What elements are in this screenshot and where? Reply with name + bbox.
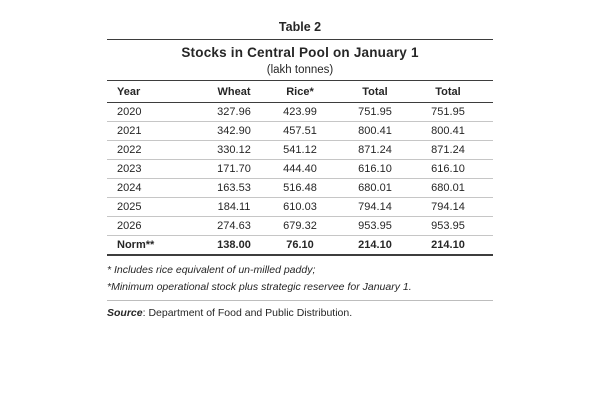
total2-cell: 680.01 xyxy=(417,178,479,198)
table-row: 2023 171.70 444.40 616.10 616.10 xyxy=(107,159,493,179)
col-header-total2: Total xyxy=(417,80,479,103)
col-header-total1: Total xyxy=(333,80,417,103)
table-row: 2024 163.53 516.48 680.01 680.01 xyxy=(107,178,493,198)
wheat-cell: 171.70 xyxy=(201,159,267,179)
spacer-cell xyxy=(479,140,493,160)
wheat-cell: 163.53 xyxy=(201,178,267,198)
col-header-rice: Rice* xyxy=(267,80,333,103)
table-title: Stocks in Central Pool on January 1 xyxy=(181,45,419,60)
source-text: : Department of Food and Public Distribu… xyxy=(142,307,353,319)
table-row: 2022 330.12 541.12 871.24 871.24 xyxy=(107,140,493,160)
total2-cell: 871.24 xyxy=(417,140,479,160)
table-row: 2025 184.11 610.03 794.14 794.14 xyxy=(107,197,493,217)
table-number-label: Table 2 xyxy=(278,20,322,34)
norm-total2-cell: 214.10 xyxy=(417,235,479,256)
source-line: Source: Department of Food and Public Di… xyxy=(107,307,493,320)
total2-cell: 800.41 xyxy=(417,121,479,141)
total2-cell: 616.10 xyxy=(417,159,479,179)
stocks-table: Year Wheat Rice* Total Total 2020 327.96… xyxy=(107,80,493,256)
col-header-wheat: Wheat xyxy=(201,80,267,103)
spacer-cell xyxy=(479,102,493,122)
spacer-cell xyxy=(479,159,493,179)
year-cell: 2025 xyxy=(107,197,201,217)
wheat-cell: 274.63 xyxy=(201,216,267,236)
total1-cell: 616.10 xyxy=(333,159,417,179)
total1-cell: 680.01 xyxy=(333,178,417,198)
table-row: 2020 327.96 423.99 751.95 751.95 xyxy=(107,102,493,122)
table-row: 2026 274.63 679.32 953.95 953.95 xyxy=(107,216,493,236)
total1-cell: 751.95 xyxy=(333,102,417,122)
year-cell: 2020 xyxy=(107,102,201,122)
footnote-rice: * Includes rice equivalent of un-milled … xyxy=(107,264,316,276)
rice-cell: 423.99 xyxy=(267,102,333,122)
rule-below-table-number xyxy=(107,39,493,40)
rice-cell: 444.40 xyxy=(267,159,333,179)
spacer-cell xyxy=(479,216,493,236)
source-label: Source xyxy=(107,307,143,319)
total1-cell: 800.41 xyxy=(333,121,417,141)
total1-cell: 794.14 xyxy=(333,197,417,217)
table-row: 2021 342.90 457.51 800.41 800.41 xyxy=(107,121,493,141)
footnotes: * Includes rice equivalent of un-milled … xyxy=(107,264,493,294)
total2-cell: 953.95 xyxy=(417,216,479,236)
spacer-cell xyxy=(479,197,493,217)
norm-label-cell: Norm** xyxy=(107,235,201,256)
spacer-cell xyxy=(479,121,493,141)
col-header-year: Year xyxy=(107,80,201,103)
wheat-cell: 184.11 xyxy=(201,197,267,217)
footnote-norm: *Minimum operational stock plus strategi… xyxy=(107,281,412,293)
table-2-block: Table 2 Stocks in Central Pool on Januar… xyxy=(107,19,493,320)
rule-above-source xyxy=(107,300,493,301)
wheat-cell: 327.96 xyxy=(201,102,267,122)
year-cell: 2026 xyxy=(107,216,201,236)
rice-cell: 679.32 xyxy=(267,216,333,236)
rice-cell: 516.48 xyxy=(267,178,333,198)
year-cell: 2022 xyxy=(107,140,201,160)
total2-cell: 751.95 xyxy=(417,102,479,122)
total1-cell: 953.95 xyxy=(333,216,417,236)
total2-cell: 794.14 xyxy=(417,197,479,217)
year-cell: 2021 xyxy=(107,121,201,141)
total1-cell: 871.24 xyxy=(333,140,417,160)
wheat-cell: 342.90 xyxy=(201,121,267,141)
col-header-spacer xyxy=(479,80,493,103)
year-cell: 2023 xyxy=(107,159,201,179)
wheat-cell: 330.12 xyxy=(201,140,267,160)
spacer-cell xyxy=(479,178,493,198)
table-unit-subtitle: (lakh tonnes) xyxy=(266,64,334,76)
year-cell: 2024 xyxy=(107,178,201,198)
rice-cell: 541.12 xyxy=(267,140,333,160)
header-row: Year Wheat Rice* Total Total xyxy=(107,80,493,103)
norm-row: Norm** 138.00 76.10 214.10 214.10 xyxy=(107,235,493,256)
norm-wheat-cell: 138.00 xyxy=(201,235,267,256)
norm-total1-cell: 214.10 xyxy=(333,235,417,256)
rice-cell: 610.03 xyxy=(267,197,333,217)
norm-rice-cell: 76.10 xyxy=(267,235,333,256)
spacer-cell xyxy=(479,235,493,256)
rice-cell: 457.51 xyxy=(267,121,333,141)
